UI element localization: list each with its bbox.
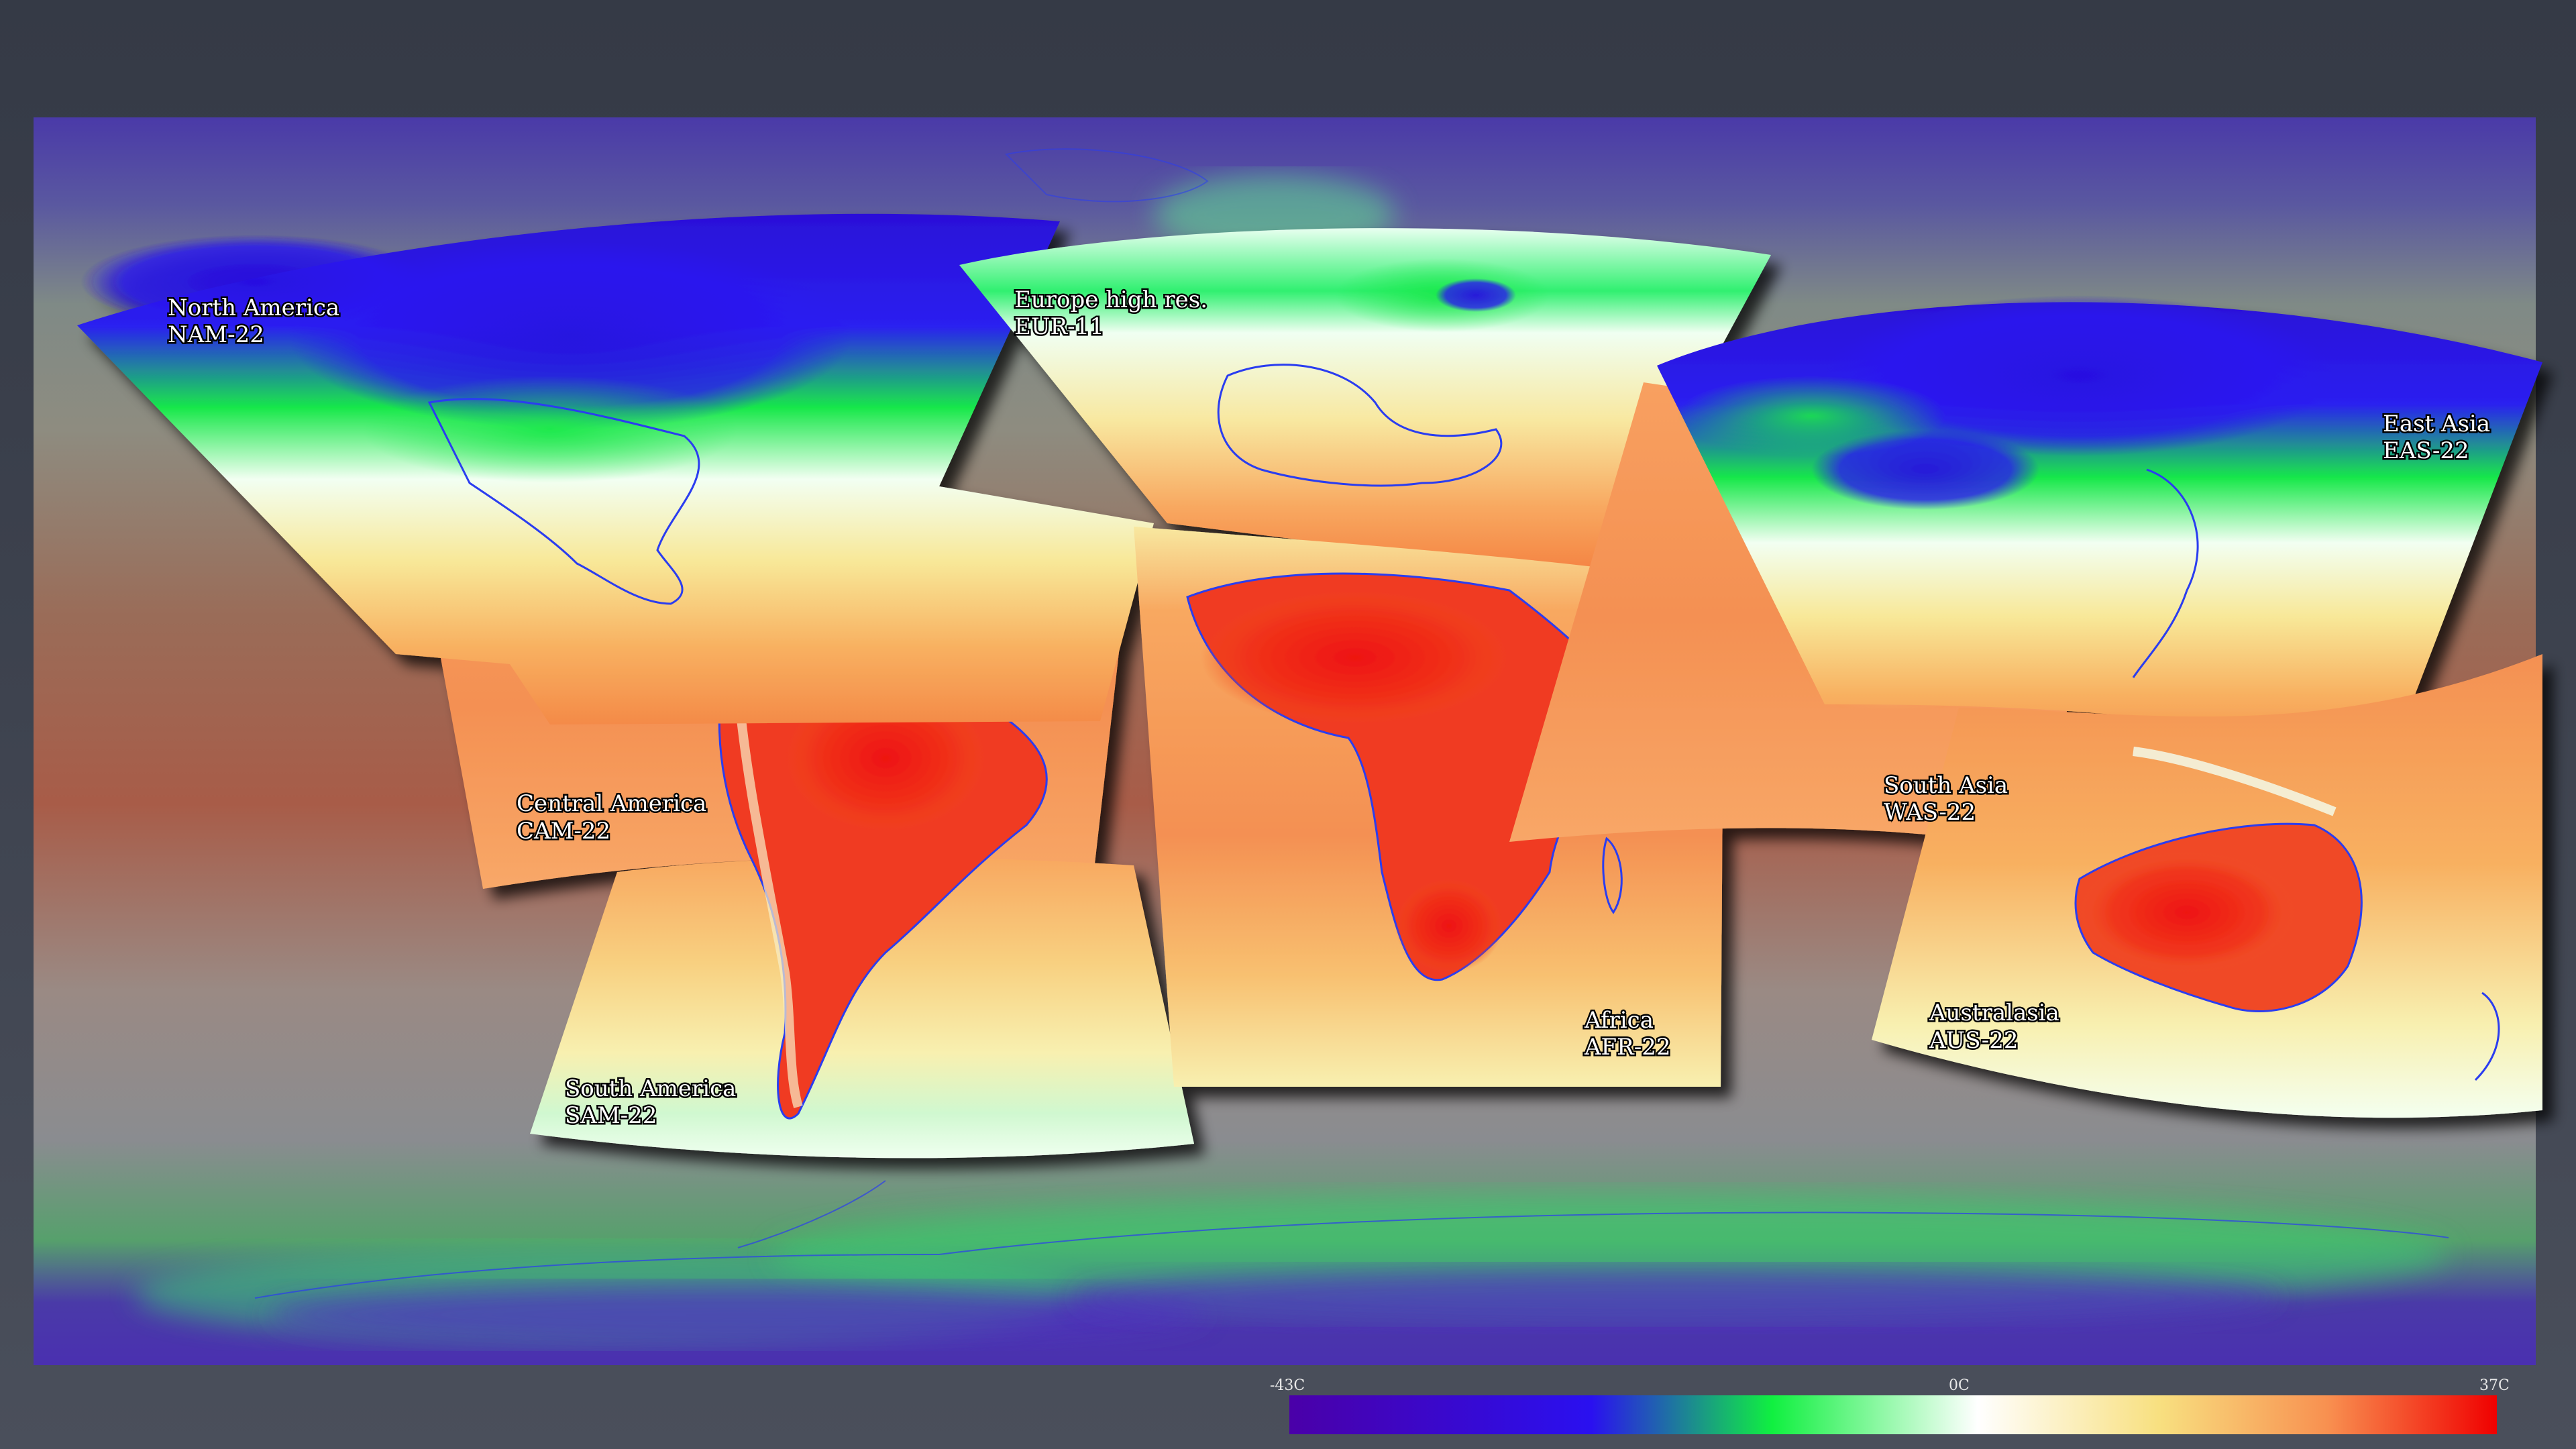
label-eur: Europe high res. EUR-11 — [1013, 285, 1210, 342]
label-nam: North America NAM-22 — [166, 293, 341, 350]
label-cam-code: CAM-22 — [517, 818, 610, 845]
regional-domains — [77, 213, 2542, 1159]
label-sam-code: SAM-22 — [565, 1102, 657, 1129]
label-afr-name: Africa — [1584, 1007, 1654, 1034]
label-eur-name: Europe high res. — [1014, 286, 1208, 313]
label-was-name: South Asia — [1884, 772, 2008, 799]
label-sam: South America SAM-22 — [564, 1074, 738, 1131]
label-nam-name: North America — [168, 294, 339, 321]
colorbar-mid-label: 0C — [1949, 1377, 1970, 1394]
label-nam-code: NAM-22 — [168, 321, 264, 348]
colorbar-min-label: -43C — [1270, 1377, 1305, 1394]
colorbar-gradient — [1289, 1395, 2497, 1434]
label-aus: Australasia AUS-22 — [1927, 998, 2061, 1056]
label-cam: Central America CAM-22 — [515, 789, 708, 847]
label-was: South Asia WAS-22 — [1882, 771, 2010, 828]
label-afr-code: AFR-22 — [1584, 1034, 1671, 1061]
label-was-code: WAS-22 — [1884, 799, 1976, 826]
region-labels: North America NAM-22 Europe high res. EU… — [166, 285, 2492, 1131]
label-aus-code: AUS-22 — [1929, 1027, 2019, 1054]
label-eas: East Asia EAS-22 — [2381, 409, 2492, 466]
label-afr: Africa AFR-22 — [1582, 1006, 1673, 1063]
label-aus-name: Australasia — [1929, 1000, 2059, 1026]
label-eur-code: EUR-11 — [1014, 313, 1104, 340]
domain-eur — [959, 228, 1771, 578]
domain-nam — [77, 213, 1154, 724]
temperature-colorbar: -43C 0C 37C — [1270, 1377, 2510, 1434]
domain-eas — [1657, 295, 2542, 765]
label-sam-name: South America — [565, 1075, 736, 1102]
domain-aus — [1872, 654, 2542, 1118]
colorbar-max-label: 37C — [2479, 1377, 2510, 1394]
label-eas-code: EAS-22 — [2383, 437, 2469, 464]
label-eas-name: East Asia — [2383, 411, 2490, 437]
label-cam-name: Central America — [517, 790, 706, 817]
